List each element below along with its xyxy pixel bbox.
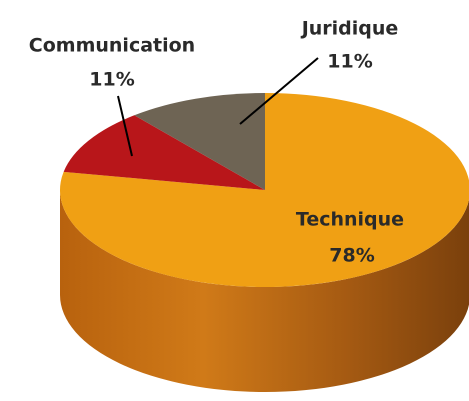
pie-side	[60, 190, 469, 392]
slice-value-label: 78%	[329, 245, 374, 267]
pie-slice	[63, 115, 265, 190]
leader-line	[239, 57, 319, 125]
leader-line	[117, 95, 133, 157]
slice-label: Communication	[29, 35, 195, 57]
slice-label: Juridique	[300, 18, 399, 40]
pie-slice	[134, 93, 265, 190]
slice-value-label: 11%	[89, 69, 134, 91]
pie	[60, 93, 469, 392]
slice-label: Technique	[296, 209, 404, 231]
pie-slice	[60, 93, 469, 287]
slice-value-label: 11%	[327, 51, 372, 73]
